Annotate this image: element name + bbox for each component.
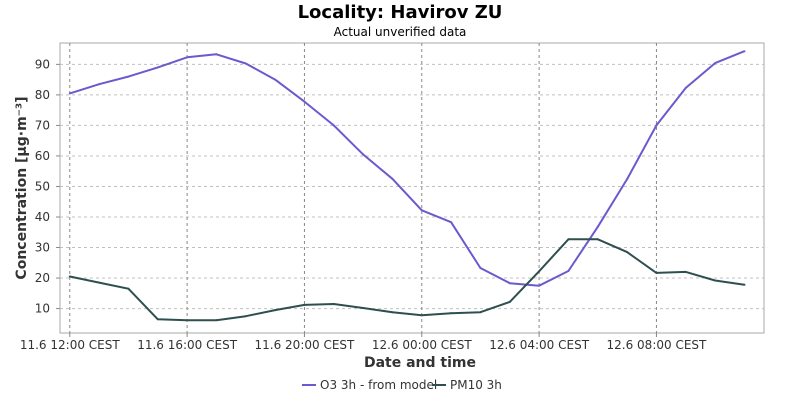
y-tick-label: 70: [35, 118, 50, 132]
data-point: [332, 124, 335, 127]
y-tick-label: 40: [35, 210, 50, 224]
data-point: [714, 62, 717, 65]
data-point: [244, 62, 247, 65]
data-point: [68, 92, 71, 95]
x-axis-label: Date and time: [364, 355, 476, 371]
data-point: [508, 300, 511, 303]
plot-area: [59, 42, 765, 334]
data-point: [215, 319, 218, 322]
x-tick-label: 11.6 16:00 CEST: [137, 338, 238, 352]
data-point: [596, 238, 599, 241]
data-point: [479, 266, 482, 269]
data-point: [156, 66, 159, 69]
data-point: [567, 270, 570, 273]
x-axis-ticks: 11.6 12:00 CEST 11.6 16:00 CEST 11.6 20:00…: [20, 333, 707, 352]
data-point: [215, 53, 218, 56]
y-axis-ticks: 10 20 30 40 50 60 70 80 90: [35, 57, 60, 316]
y-tick-label: 60: [35, 149, 50, 163]
x-gridlines: [69, 43, 657, 333]
data-point: [508, 282, 511, 285]
legend-label-1: O3 3h - from model: [320, 378, 437, 392]
data-point: [655, 124, 658, 127]
y-tick-label: 20: [35, 271, 50, 285]
data-point: [362, 153, 365, 156]
data-point: [420, 209, 423, 212]
y-tick-label: 10: [35, 302, 50, 316]
data-point: [450, 221, 453, 224]
data-point: [391, 177, 394, 180]
legend-label-2: PM10 3h: [450, 378, 502, 392]
x-tick-label: 12.6 04:00 CEST: [489, 338, 590, 352]
series-line-1: [69, 50, 745, 287]
data-point: [684, 86, 687, 89]
data-point: [567, 238, 570, 241]
data-point: [714, 279, 717, 282]
x-tick-label: 12.6 08:00 CEST: [607, 338, 708, 352]
data-point: [98, 281, 101, 284]
data-point: [743, 283, 746, 286]
data-point: [303, 303, 306, 306]
chart-title: Locality: Havirov ZU: [298, 2, 503, 23]
data-point: [156, 318, 159, 321]
series-lines: [68, 50, 746, 322]
data-point: [274, 78, 277, 81]
data-point: [538, 270, 541, 273]
data-point: [186, 56, 189, 59]
data-point: [274, 309, 277, 312]
legend: O3 3h - from model PM10 3h: [302, 378, 502, 392]
data-point: [303, 100, 306, 103]
x-tick-label: 11.6 20:00 CEST: [255, 338, 356, 352]
chart-subtitle: Actual unverified data: [334, 25, 467, 39]
data-point: [244, 315, 247, 318]
data-point: [68, 275, 71, 278]
data-point: [626, 251, 629, 254]
data-point: [538, 284, 541, 287]
data-point: [420, 314, 423, 317]
data-point: [479, 311, 482, 314]
series-line-2: [69, 238, 745, 322]
x-tick-label: 11.6 12:00 CEST: [20, 338, 121, 352]
data-point: [391, 311, 394, 314]
x-tick-label: 12.6 00:00 CEST: [372, 338, 473, 352]
y-axis-label: Concentration [µg·m⁻³]: [14, 96, 30, 279]
data-point: [127, 75, 130, 78]
data-point: [362, 306, 365, 309]
y-tick-label: 50: [35, 179, 50, 193]
data-point: [186, 319, 189, 322]
y-tick-label: 30: [35, 241, 50, 255]
y-tick-label: 90: [35, 57, 50, 71]
data-point: [684, 270, 687, 273]
data-point: [127, 287, 130, 290]
data-point: [332, 303, 335, 305]
data-point: [98, 83, 101, 86]
y-tick-label: 80: [35, 88, 50, 102]
data-point: [450, 312, 453, 315]
data-point: [596, 225, 599, 228]
data-point: [743, 50, 746, 53]
data-point: [655, 271, 658, 274]
data-point: [626, 178, 629, 181]
